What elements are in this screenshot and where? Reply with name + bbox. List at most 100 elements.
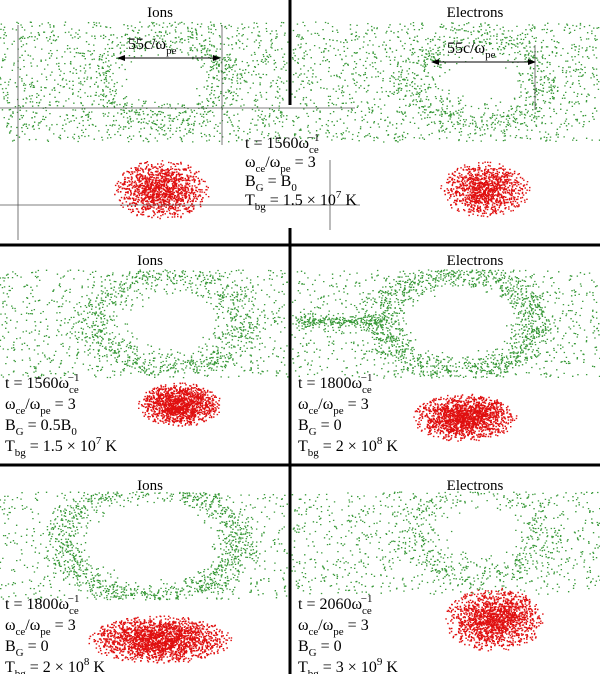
green-particles [0,491,288,601]
parameter: ωce/ωpe = 3 [5,396,76,417]
parameter: BG = 0.5B0 [5,417,77,438]
green-particles [0,269,289,379]
script-text: pe [40,626,51,638]
parameter: t = 1800ωce−1 [298,372,372,396]
text-run: t = 2060ω [298,596,362,613]
text-run: = 1.5 × 10 [266,192,336,209]
text-run: /ω [318,617,333,634]
script-text: 0 [71,426,77,438]
script-text: bg [15,447,27,459]
text-run: = B [264,173,292,190]
text-run: = 3 [291,154,316,171]
script-text: pe [485,49,496,61]
text-run: ω [298,617,309,634]
panel-title: Electrons [447,253,504,269]
text-run: = 3 [344,396,369,413]
green-particles [291,269,600,379]
text-run: B [298,638,309,655]
script-text: 7 [336,189,342,201]
green-particles [0,21,289,143]
text-run: t = 1800ω [5,596,69,613]
script-text: pe [40,405,51,417]
text-run: = 3 [344,617,369,634]
script-text: 0 [291,182,297,194]
parameter: Tbg = 2 × 108 K [298,435,398,459]
script-text: ce [256,163,266,175]
parameter: BG = 0 [298,417,342,438]
script-text: 7 [96,435,102,447]
script-text: bg [308,447,320,459]
text-run: B [5,417,16,434]
parameter: ωce/ωpe = 3 [298,617,369,638]
green-particles [291,491,600,596]
text-run: = 0 [317,417,342,434]
panel-title: Ions [137,253,163,269]
text-run: 55c/ω [447,40,485,57]
text-run: /ω [25,617,40,634]
text-run: T [245,192,255,209]
panel-title: Ions [137,478,163,494]
script-text: pe [333,405,344,417]
scale-label: 55c/ωpe [128,36,177,57]
text-run: = 2 × 10 [26,659,84,674]
text-run: T [298,438,308,455]
script-text: bg [308,668,320,674]
text-run: ω [5,396,16,413]
text-run: t = 1560ω [245,135,309,152]
script-text: ce [362,605,372,617]
text-run: T [5,438,15,455]
red-particles [88,615,233,664]
text-run: T [298,659,308,674]
parameter: t = 2060ωce−1 [298,593,372,617]
text-run: K [382,659,398,674]
red-particles [114,160,210,220]
script-text: pe [166,45,177,57]
script-text: 9 [377,656,383,668]
script-text: −1 [361,372,373,384]
text-run: B [245,173,256,190]
script-text: ce [16,405,26,417]
parameter: BG = 0 [298,638,342,659]
parameter: t = 1560ωce−1 [5,372,79,396]
text-run: = 0.5B [24,417,72,434]
script-text: G [16,647,24,659]
parameter: Tbg = 2 × 108 K [5,656,105,674]
red-particles [440,161,531,218]
text-run: t = 1800ω [298,375,362,392]
particle-clouds [0,21,600,664]
text-run: = 0 [317,638,342,655]
script-text: −1 [68,593,80,605]
script-text: ce [16,626,26,638]
text-run: K [341,192,357,209]
text-run: = 1.5 × 10 [26,438,96,455]
script-text: ce [362,384,372,396]
green-particles [291,21,600,143]
panel-title: Electrons [447,5,504,21]
script-text: ce [309,626,319,638]
panel-title: Ions [147,5,173,21]
script-text: −1 [308,132,320,144]
text-run: = 0 [24,638,49,655]
text-run: 55c/ω [128,36,166,53]
text-run: ω [245,154,256,171]
text-run: ω [5,617,16,634]
text-run: B [298,417,309,434]
text-run: /ω [265,154,280,171]
script-text: 8 [377,435,383,447]
script-text: 8 [84,656,90,668]
text-run: K [101,438,117,455]
parameter: t = 1800ωce−1 [5,593,79,617]
script-text: ce [69,384,79,396]
parameter: BG = B0 [245,173,297,194]
parameter: Tbg = 1.5 × 107 K [5,435,117,459]
script-text: −1 [68,372,80,384]
text-run: = 3 [51,617,76,634]
scale-arrows [117,55,536,65]
script-text: G [16,426,24,438]
text-run: = 3 [51,396,76,413]
script-text: bg [255,201,267,213]
parameter: BG = 0 [5,638,49,659]
script-text: pe [333,626,344,638]
